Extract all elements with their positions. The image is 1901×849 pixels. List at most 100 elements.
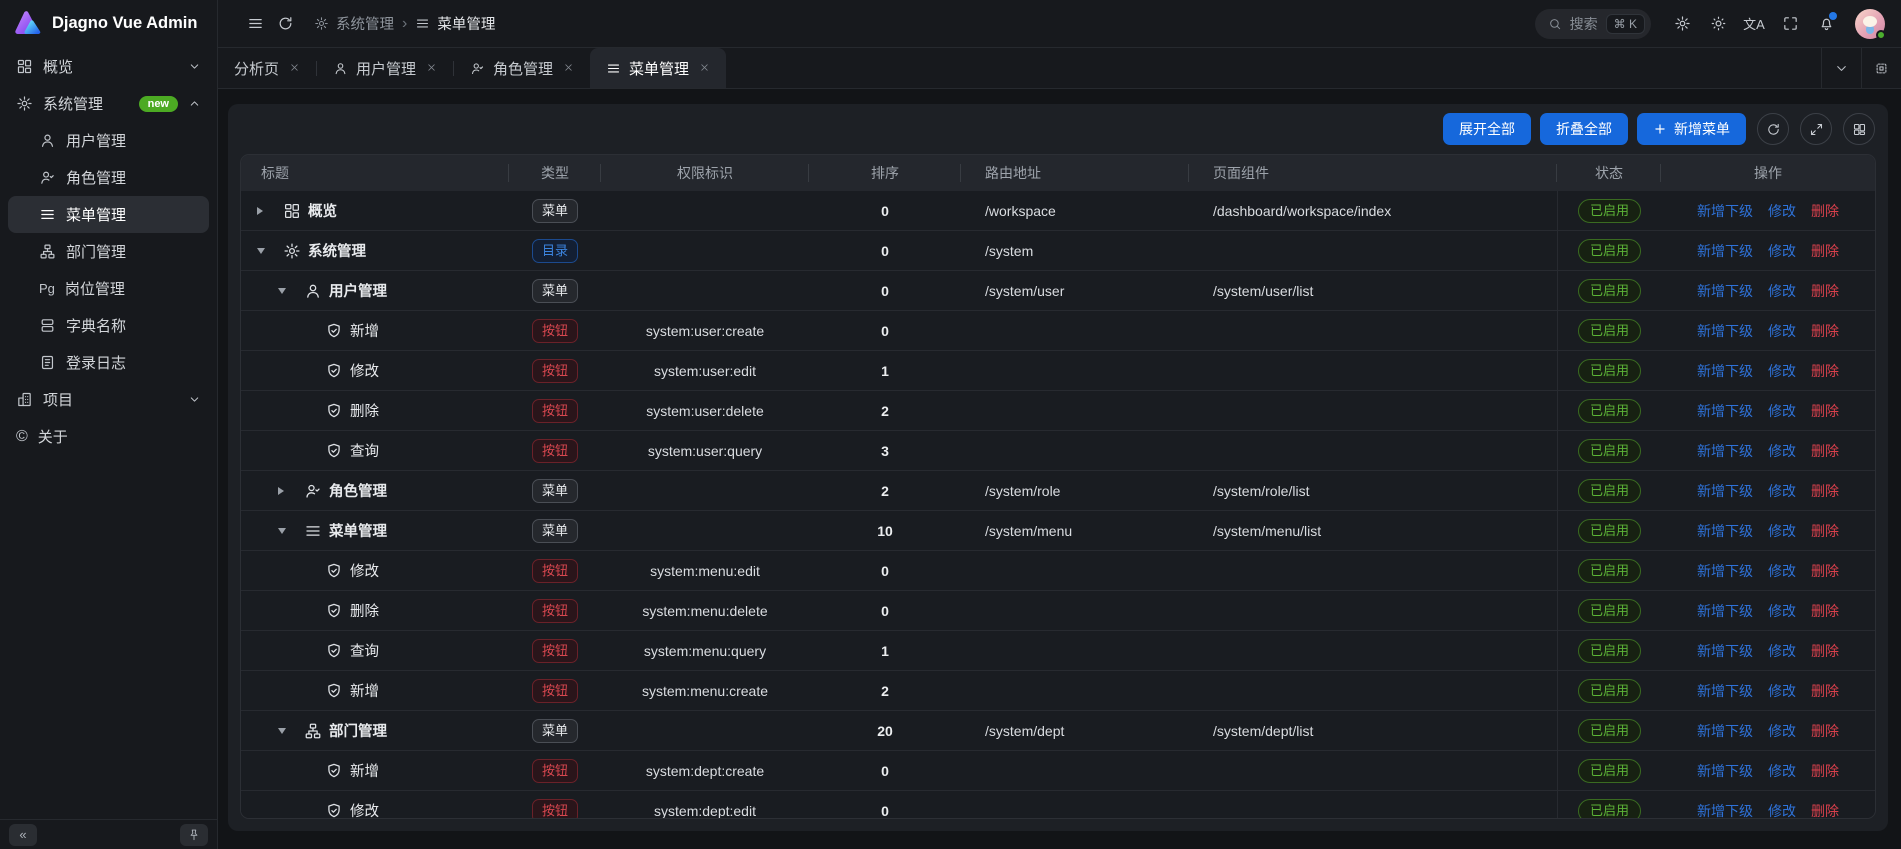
edit-link[interactable]: 修改: [1768, 602, 1796, 619]
expand-all-button[interactable]: 展开全部: [1443, 113, 1531, 145]
edit-link[interactable]: 修改: [1768, 642, 1796, 659]
breadcrumb-item-menus[interactable]: 菜单管理: [415, 13, 495, 34]
edit-link[interactable]: 修改: [1768, 322, 1796, 339]
edit-link[interactable]: 修改: [1768, 402, 1796, 419]
delete-link[interactable]: 删除: [1811, 362, 1839, 379]
delete-link[interactable]: 删除: [1811, 402, 1839, 419]
avatar[interactable]: [1855, 8, 1886, 40]
sidebar-toggle-icon[interactable]: [240, 9, 270, 39]
add-menu-button[interactable]: 新增菜单: [1637, 113, 1746, 145]
row-permission: system:dept:edit: [654, 802, 756, 819]
add-child-link[interactable]: 新增下级: [1697, 202, 1753, 219]
add-child-link[interactable]: 新增下级: [1697, 642, 1753, 659]
edit-link[interactable]: 修改: [1768, 522, 1796, 539]
settings-gear-icon[interactable]: [1667, 9, 1697, 39]
add-child-link[interactable]: 新增下级: [1697, 602, 1753, 619]
sidebar-item-users[interactable]: 用户管理: [8, 122, 209, 159]
close-icon[interactable]: [563, 60, 574, 77]
gear-icon: [314, 16, 329, 31]
sidebar-collapse-button[interactable]: «: [9, 823, 37, 846]
add-child-link[interactable]: 新增下级: [1697, 522, 1753, 539]
tab-users[interactable]: 用户管理: [317, 48, 453, 88]
sidebar-item-departments[interactable]: 部门管理: [8, 233, 209, 270]
refresh-icon[interactable]: [270, 9, 300, 39]
tab-roles[interactable]: 角色管理: [454, 48, 590, 88]
add-child-link[interactable]: 新增下级: [1697, 362, 1753, 379]
add-child-link[interactable]: 新增下级: [1697, 282, 1753, 299]
collapse-row-icon[interactable]: [278, 527, 297, 534]
add-child-link[interactable]: 新增下级: [1697, 442, 1753, 459]
delete-link[interactable]: 删除: [1811, 762, 1839, 779]
expand-row-icon[interactable]: [278, 486, 297, 495]
edit-link[interactable]: 修改: [1768, 202, 1796, 219]
notifications-bell-icon[interactable]: [1811, 9, 1841, 39]
refresh-button[interactable]: [1757, 113, 1789, 145]
delete-link[interactable]: 删除: [1811, 282, 1839, 299]
content-maximize-icon[interactable]: [1861, 48, 1901, 88]
edit-link[interactable]: 修改: [1768, 362, 1796, 379]
add-child-link[interactable]: 新增下级: [1697, 402, 1753, 419]
edit-link[interactable]: 修改: [1768, 242, 1796, 259]
delete-link[interactable]: 删除: [1811, 482, 1839, 499]
edit-link[interactable]: 修改: [1768, 282, 1796, 299]
collapse-row-icon[interactable]: [278, 727, 297, 734]
delete-link[interactable]: 删除: [1811, 522, 1839, 539]
logo-row[interactable]: Djagno Vue Admin: [0, 0, 217, 46]
tab-list-chevron-down-icon[interactable]: [1821, 48, 1861, 88]
breadcrumb-item-system[interactable]: 系统管理: [314, 13, 394, 34]
delete-link[interactable]: 删除: [1811, 682, 1839, 699]
sidebar-pin-button[interactable]: [180, 823, 208, 846]
add-child-link[interactable]: 新增下级: [1697, 682, 1753, 699]
add-child-link[interactable]: 新增下级: [1697, 722, 1753, 739]
sidebar-item-about[interactable]: © 关于: [16, 427, 68, 446]
delete-link[interactable]: 删除: [1811, 242, 1839, 259]
row-title: 查询: [350, 444, 379, 460]
language-icon[interactable]: 文A: [1743, 17, 1765, 32]
sidebar-item-dictionary[interactable]: 字典名称: [8, 307, 209, 344]
theme-sun-icon[interactable]: [1703, 9, 1733, 39]
edit-link[interactable]: 修改: [1768, 762, 1796, 779]
delete-link[interactable]: 删除: [1811, 442, 1839, 459]
row-title-cell: 部门管理: [241, 711, 509, 750]
sidebar-item-positions[interactable]: Pg 岗位管理: [39, 281, 125, 298]
sidebar-item-login-log[interactable]: 登录日志: [8, 344, 209, 381]
expand-row-icon[interactable]: [257, 206, 276, 215]
status-badge: 已启用: [1577, 398, 1641, 423]
sidebar-item-menus[interactable]: 菜单管理: [8, 196, 209, 233]
close-icon[interactable]: [289, 60, 300, 77]
add-child-link[interactable]: 新增下级: [1697, 562, 1753, 579]
delete-link[interactable]: 删除: [1811, 562, 1839, 579]
delete-link[interactable]: 删除: [1811, 322, 1839, 339]
edit-link[interactable]: 修改: [1768, 682, 1796, 699]
close-icon[interactable]: [699, 60, 710, 77]
add-child-link[interactable]: 新增下级: [1697, 482, 1753, 499]
sidebar-item-system[interactable]: 系统管理 new: [8, 85, 209, 122]
delete-link[interactable]: 删除: [1811, 202, 1839, 219]
fullscreen-button[interactable]: [1800, 113, 1832, 145]
sidebar-item-roles[interactable]: 角色管理: [8, 159, 209, 196]
delete-link[interactable]: 删除: [1811, 602, 1839, 619]
sidebar-item-overview[interactable]: 概览: [8, 48, 209, 85]
collapse-all-button[interactable]: 折叠全部: [1540, 113, 1628, 145]
edit-link[interactable]: 修改: [1768, 802, 1796, 819]
sidebar-item-project[interactable]: 项目: [8, 381, 209, 418]
fullscreen-icon[interactable]: [1775, 9, 1805, 39]
close-icon[interactable]: [426, 60, 437, 77]
delete-link[interactable]: 删除: [1811, 802, 1839, 819]
add-child-link[interactable]: 新增下级: [1697, 322, 1753, 339]
add-child-link[interactable]: 新增下级: [1697, 762, 1753, 779]
edit-link[interactable]: 修改: [1768, 442, 1796, 459]
tab-menus[interactable]: 菜单管理: [590, 48, 727, 88]
delete-link[interactable]: 删除: [1811, 722, 1839, 739]
edit-link[interactable]: 修改: [1768, 562, 1796, 579]
edit-link[interactable]: 修改: [1768, 722, 1796, 739]
search-input[interactable]: 搜索 ⌘ K: [1534, 8, 1651, 39]
edit-link[interactable]: 修改: [1768, 482, 1796, 499]
add-child-link[interactable]: 新增下级: [1697, 242, 1753, 259]
add-child-link[interactable]: 新增下级: [1697, 802, 1753, 819]
delete-link[interactable]: 删除: [1811, 642, 1839, 659]
collapse-row-icon[interactable]: [278, 287, 297, 294]
column-settings-button[interactable]: [1843, 113, 1875, 145]
tab-analysis[interactable]: 分析页: [218, 48, 316, 88]
collapse-row-icon[interactable]: [257, 247, 276, 254]
